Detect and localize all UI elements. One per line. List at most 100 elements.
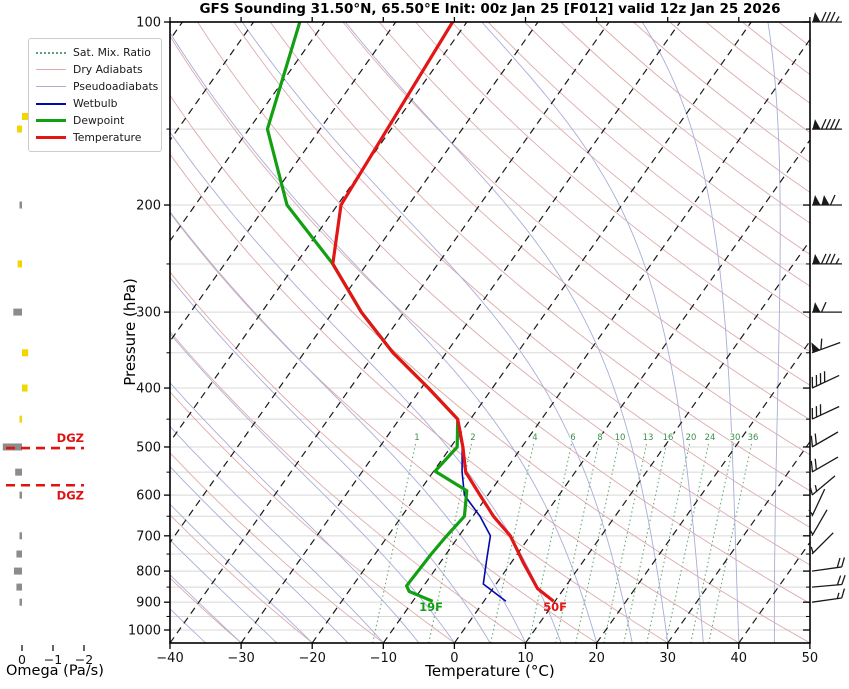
dry-adiabat-line xyxy=(170,271,597,643)
dry-adiabat-line xyxy=(306,22,810,456)
dry-adiabat-line xyxy=(487,22,810,287)
x-tick-label: 10 xyxy=(517,651,534,666)
omega-tick-label: −1 xyxy=(44,652,62,667)
dry-adiabat-line xyxy=(415,22,810,353)
wind-barb xyxy=(811,557,846,572)
legend-label: Dry Adiabats xyxy=(73,63,143,76)
y-tick-label: 800 xyxy=(136,565,161,580)
legend-label: Wetbulb xyxy=(73,97,118,110)
pseudoadiabat-line xyxy=(481,22,704,643)
isotherm-line xyxy=(170,22,539,544)
pseudoadiabat-line xyxy=(170,425,384,643)
dry-adiabat-line xyxy=(170,153,740,643)
dry-adiabat-line xyxy=(451,22,810,320)
omega-marker xyxy=(22,384,28,392)
pseudoadiabat-line xyxy=(170,211,527,643)
wind-barb xyxy=(812,253,842,265)
x-tick-label: 20 xyxy=(588,651,605,666)
wind-barb xyxy=(812,194,842,206)
omega-marker xyxy=(17,125,22,133)
wind-barb xyxy=(812,118,842,130)
dry-adiabat-line xyxy=(342,22,810,421)
wind-barb xyxy=(811,574,846,588)
dry-adiabat-line xyxy=(170,452,384,643)
plot-frame xyxy=(169,21,811,644)
pseudoadiabat-line xyxy=(170,333,455,643)
temperature-line-sample xyxy=(36,136,66,139)
wind-barb xyxy=(808,509,828,537)
dry-adiabat-line xyxy=(269,22,810,492)
wind-barb xyxy=(812,11,842,23)
wind-barb xyxy=(810,532,834,555)
omega-marker xyxy=(16,550,22,558)
omega-tick-label: 0 xyxy=(18,652,26,667)
wind-barb xyxy=(811,588,846,603)
dry-adiabat-line xyxy=(524,22,810,256)
isotherm-line xyxy=(525,239,810,643)
dry-adiabat-line xyxy=(778,22,810,47)
dry-adiabat-line xyxy=(170,514,313,643)
legend-label: Dewpoint xyxy=(73,114,125,127)
omega-marker xyxy=(16,583,22,591)
isotherm-line xyxy=(170,22,610,643)
mixing-ratio-label: 16 xyxy=(663,433,674,443)
mixing-ratio-line xyxy=(490,443,535,643)
wetbulb-curve xyxy=(459,436,507,602)
omega-marker xyxy=(19,491,22,499)
dry-adiabat-line xyxy=(233,22,810,528)
omega-marker xyxy=(15,468,22,476)
omega-marker xyxy=(17,260,22,268)
legend-item-pseudoadiabats: Pseudoadiabats xyxy=(36,78,158,95)
wind-barb xyxy=(811,338,841,354)
pseudoadiabat-line xyxy=(170,31,598,643)
mixing-ratio-line xyxy=(690,443,735,643)
pseudoadiabat-line xyxy=(170,277,491,643)
legend-item-dewpoint: Dewpoint xyxy=(36,112,154,129)
mixing-ratio-label: 8 xyxy=(597,433,602,443)
wind-barb xyxy=(812,301,842,313)
omega-marker xyxy=(19,532,22,540)
dry-adiabat-line xyxy=(596,22,810,194)
y-tick-label: 300 xyxy=(136,306,161,321)
mixing-ratio-label: 6 xyxy=(570,433,575,443)
dry-adiabat-line xyxy=(378,22,810,386)
dgz-label: DGZ xyxy=(57,488,84,502)
omega-tick-label: −2 xyxy=(75,652,93,667)
mixing-ratio-label: 2 xyxy=(470,433,475,443)
isotherm-line xyxy=(311,22,752,643)
isotherm-line xyxy=(596,340,810,643)
mixing-ratio-label: 36 xyxy=(748,433,759,443)
mixing-ratio-line xyxy=(603,443,648,643)
wind-barb xyxy=(808,488,826,517)
surface-19F-label: 19F xyxy=(419,600,443,614)
chart-title: GFS Sounding 31.50°N, 65.50°E Init: 00z … xyxy=(199,1,781,17)
x-tick-label: −10 xyxy=(370,651,397,666)
wind-barb xyxy=(811,371,840,389)
isotherm-line xyxy=(738,541,810,643)
mixing-ratio-label: 13 xyxy=(643,433,654,443)
legend-item-wetbulb: Wetbulb xyxy=(36,95,154,112)
mixing-ratio-label: 30 xyxy=(730,433,741,443)
pseudoadiabat-line xyxy=(170,382,420,643)
omega-axis-label: Omega (Pa/s) xyxy=(6,663,104,679)
y-tick-label: 1000 xyxy=(128,624,161,639)
omega-marker xyxy=(19,415,22,423)
dry-adiabat-line xyxy=(170,391,455,643)
mixing-ratio-label: 20 xyxy=(686,433,697,443)
dry-adiabats-line-sample xyxy=(36,69,66,70)
dry-adiabat-line xyxy=(197,22,810,566)
wind-barb xyxy=(810,456,839,473)
isotherm-line xyxy=(382,38,810,643)
mixing-ratio-label: 4 xyxy=(532,433,537,443)
y-tick-label: 500 xyxy=(136,440,161,455)
x-tick-label: −20 xyxy=(298,651,325,666)
dry-adiabat-line xyxy=(170,35,810,604)
y-tick-label: 100 xyxy=(136,16,161,31)
x-tick-label: 0 xyxy=(450,651,458,666)
y-tick-label: 600 xyxy=(136,489,161,504)
pseudoadiabat-line xyxy=(641,22,740,643)
sat-mix-ratio-line-sample xyxy=(36,51,66,54)
omega-marker xyxy=(22,112,29,120)
pseudoadiabat-line xyxy=(344,22,669,643)
